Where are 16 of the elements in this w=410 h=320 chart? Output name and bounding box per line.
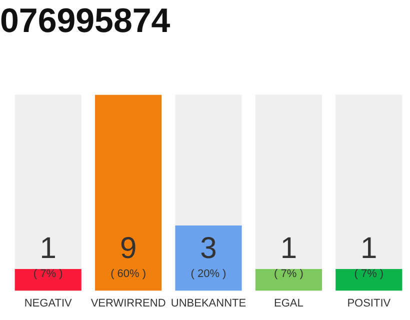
data-label: 1 xyxy=(40,232,56,265)
annotation: ( 20% ) xyxy=(190,268,226,280)
annotation: ( 7% ) xyxy=(33,268,63,280)
x-tick-label: POSITIV xyxy=(347,297,392,310)
x-tick-label: VERWIRREND xyxy=(90,297,166,310)
data-label: 1 xyxy=(280,232,298,265)
data-label: 9 xyxy=(120,232,137,265)
annotation: ( 7% ) xyxy=(354,268,384,280)
x-tick-label: NEGATIV xyxy=(24,297,72,310)
x-tick-label: EGAL xyxy=(274,297,304,310)
x-tick-label: UNBEKANNTE xyxy=(170,297,246,310)
annotation: ( 7% ) xyxy=(274,268,304,280)
data-label: 1 xyxy=(360,232,378,265)
data-label: 3 xyxy=(200,232,217,265)
annotation: ( 60% ) xyxy=(110,268,146,280)
chart-title: 076995874 xyxy=(0,2,170,40)
